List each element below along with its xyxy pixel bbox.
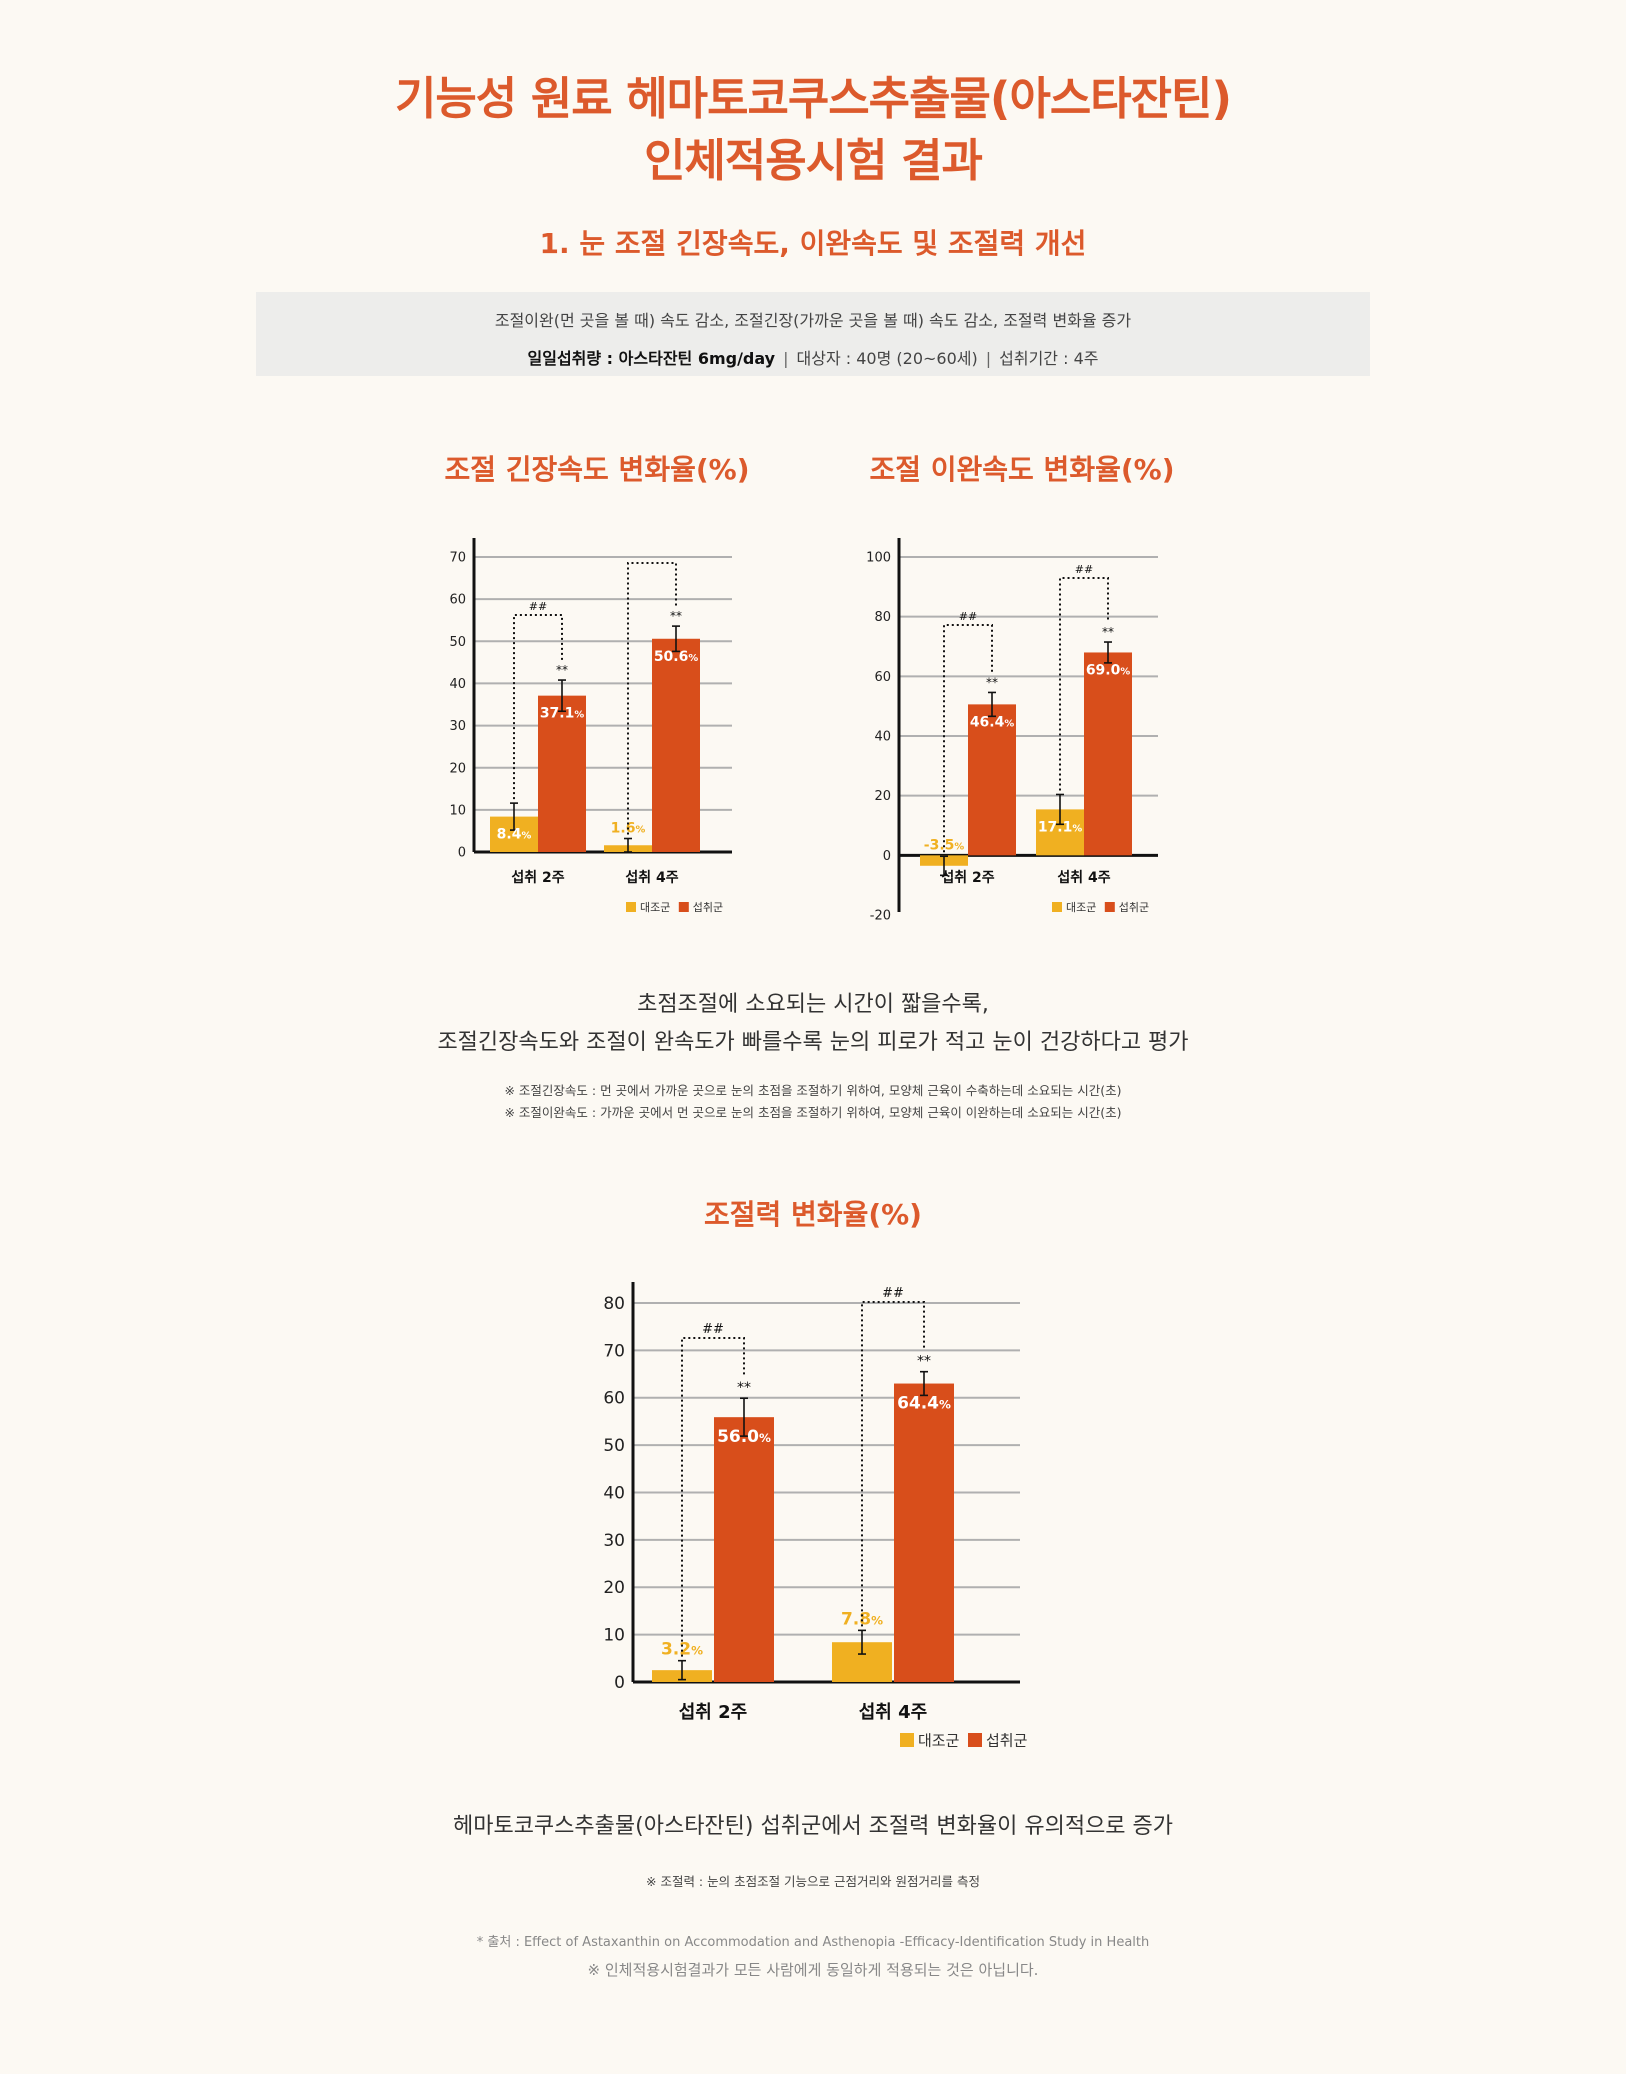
data-label: 56.0% <box>717 1427 771 1447</box>
y-tick-label: 0 <box>883 849 891 864</box>
y-tick-label: 30 <box>603 1531 625 1551</box>
subjects: 대상자 : 40명 (20~60세) <box>796 349 978 368</box>
y-tick-label: 80 <box>874 610 891 625</box>
y-tick-label: 10 <box>449 803 466 818</box>
chart1-title: 조절 긴장속도 변화율(%) <box>444 453 750 486</box>
y-tick-label: -20 <box>870 909 891 924</box>
page-title: 기능성 원료 헤마토코쿠스추출물(아스타잔틴) 인체적용시험 결과 <box>0 68 1626 192</box>
legend-swatch <box>1104 902 1115 912</box>
y-tick-label: 0 <box>614 1673 625 1693</box>
data-label: 37.1% <box>540 706 585 722</box>
bar-treatment <box>538 695 586 852</box>
comparison-bracket <box>1059 577 1109 791</box>
y-tick-label: 0 <box>458 846 466 861</box>
x-category-label: 섭취 4주 <box>859 1702 927 1723</box>
legend-swatch <box>626 902 636 912</box>
y-tick-label: 80 <box>603 1294 625 1314</box>
legend-swatch <box>968 1733 982 1747</box>
significance-marker: ** <box>1102 625 1114 639</box>
y-tick-label: 20 <box>603 1578 625 1598</box>
comparison-bracket <box>943 624 993 853</box>
legend-swatch <box>900 1733 914 1747</box>
bar-treatment <box>1084 652 1132 856</box>
source-citation: * 출처 : Effect of Astaxanthin on Accommod… <box>476 1935 1150 1950</box>
description-accommodation: 헤마토코쿠스추출물(아스타잔틴) 섭취군에서 조절력 변화율이 유의적으로 증가 <box>452 1814 1174 1839</box>
y-tick-label: 40 <box>449 677 466 692</box>
bar-treatment <box>968 704 1016 856</box>
between-group-marker: ## <box>702 1322 724 1337</box>
note-tension: ※ 조절긴장속도 : 먼 곳에서 가까운 곳으로 눈의 초점을 조절하기 위하여… <box>504 1083 1122 1098</box>
note-accommodation: ※ 조절력 : 눈의 초점조절 기능으로 근점거리와 원점거리를 측정 <box>646 1874 980 1889</box>
data-label: 69.0% <box>1086 662 1131 678</box>
x-category-label: 섭취 2주 <box>941 870 994 886</box>
y-tick-label: 10 <box>603 1626 625 1646</box>
legend-swatch <box>1052 902 1062 912</box>
study-summary: 조절이완(먼 곳을 볼 때) 속도 감소, 조절긴장(가까운 곳을 볼 때) 속… <box>494 311 1132 330</box>
between-group-marker: ## <box>882 1286 904 1301</box>
period: 섭취기간 : 4주 <box>999 349 1099 368</box>
significance-marker: ** <box>737 1380 751 1396</box>
comparison-bracket <box>861 1301 925 1627</box>
study-info-box: 조절이완(먼 곳을 볼 때) 속도 감소, 조절긴장(가까운 곳을 볼 때) 속… <box>256 292 1370 376</box>
significance-marker: ** <box>917 1354 931 1370</box>
y-tick-label: 70 <box>449 551 466 566</box>
significance-marker: ** <box>986 675 998 689</box>
x-category-label: 섭취 4주 <box>1057 870 1110 886</box>
y-tick-label: 100 <box>866 551 891 566</box>
description-line2: 조절긴장속도와 조절이 완속도가 빠를수록 눈의 피로가 적고 눈이 건강하다고… <box>437 1030 1189 1055</box>
legend-label: 섭취군 <box>693 901 723 914</box>
between-group-marker: ## <box>959 610 977 623</box>
section-title: 1. 눈 조절 긴장속도, 이완속도 및 조절력 개선 <box>539 227 1087 260</box>
study-conditions: 일일섭취량 : 아스타잔틴 6mg/day | 대상자 : 40명 (20~60세)… <box>256 345 1370 369</box>
data-label: 46.4% <box>970 714 1015 730</box>
description-line1: 초점조절에 소요되는 시간이 짧을수록, <box>637 992 989 1017</box>
y-tick-label: 20 <box>874 789 891 804</box>
legend-label: 대조군 <box>918 1732 960 1750</box>
legend-label: 섭취군 <box>986 1732 1028 1750</box>
separator: | <box>985 349 992 368</box>
y-tick-label: 50 <box>603 1436 625 1456</box>
x-category-label: 섭취 4주 <box>625 870 678 886</box>
separator: | <box>783 349 789 368</box>
comparison-bracket <box>627 562 677 835</box>
chart3-title: 조절력 변화율(%) <box>704 1198 922 1231</box>
legend-label: 섭취군 <box>1119 901 1149 914</box>
chart2-title: 조절 이완속도 변화율(%) <box>869 453 1175 486</box>
data-label: 17.1% <box>1038 819 1083 835</box>
between-group-marker: ## <box>1075 563 1093 576</box>
legend-label: 대조군 <box>1066 901 1096 914</box>
note-relaxation: ※ 조절이완속도 : 가까운 곳에서 먼 곳으로 눈의 초점을 조절하기 위하여… <box>504 1105 1122 1120</box>
x-category-label: 섭취 2주 <box>511 870 564 886</box>
page-title-line1: 기능성 원료 헤마토코쿠스추출물(아스타잔틴) <box>394 72 1232 125</box>
significance-marker: ** <box>556 663 568 677</box>
legend-swatch <box>678 902 689 912</box>
bar-treatment <box>894 1383 954 1682</box>
y-tick-label: 50 <box>449 635 466 650</box>
y-tick-label: 40 <box>874 730 891 745</box>
bar-treatment <box>652 638 700 852</box>
data-label: 8.4% <box>497 827 532 843</box>
y-tick-label: 30 <box>449 719 466 734</box>
between-group-marker: ## <box>529 600 547 613</box>
y-tick-label: 70 <box>603 1341 625 1361</box>
legend-label: 대조군 <box>640 901 670 914</box>
bar-treatment <box>714 1417 774 1682</box>
daily-dose: 일일섭취량 : 아스타잔틴 6mg/day <box>527 349 776 368</box>
page-title-line2: 인체적용시험 결과 <box>644 134 983 187</box>
y-tick-label: 40 <box>603 1483 625 1503</box>
disclaimer: ※ 인체적용시험결과가 모든 사람에게 동일하게 적용되는 것은 아닙니다. <box>587 1961 1039 1979</box>
significance-marker: ** <box>670 609 682 623</box>
y-tick-label: 60 <box>603 1389 625 1409</box>
x-category-label: 섭취 2주 <box>679 1702 747 1723</box>
y-tick-label: 60 <box>449 593 466 608</box>
y-tick-label: 20 <box>449 761 466 776</box>
data-label: 50.6% <box>654 649 699 665</box>
data-label: 64.4% <box>897 1394 951 1414</box>
y-tick-label: 60 <box>874 670 891 685</box>
